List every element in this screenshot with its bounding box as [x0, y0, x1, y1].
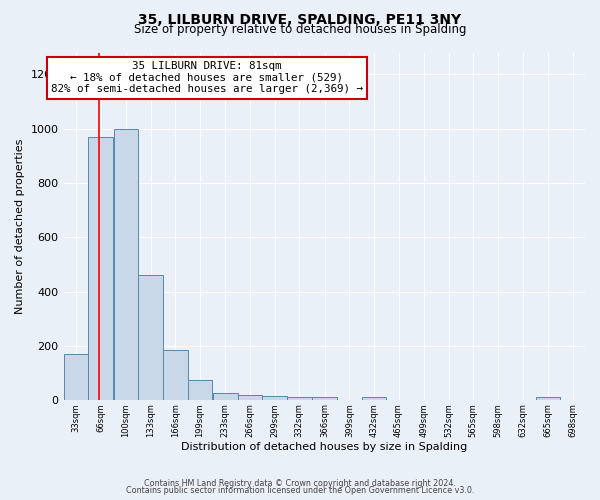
Text: Contains HM Land Registry data © Crown copyright and database right 2024.: Contains HM Land Registry data © Crown c… — [144, 478, 456, 488]
Text: Contains public sector information licensed under the Open Government Licence v3: Contains public sector information licen… — [126, 486, 474, 495]
Bar — [213, 394, 238, 400]
Bar — [64, 354, 88, 400]
Bar — [536, 398, 560, 400]
Text: 35, LILBURN DRIVE, SPALDING, PE11 3NY: 35, LILBURN DRIVE, SPALDING, PE11 3NY — [139, 12, 461, 26]
Text: Size of property relative to detached houses in Spalding: Size of property relative to detached ho… — [134, 22, 466, 36]
Bar — [113, 128, 138, 400]
Bar — [313, 398, 337, 400]
Bar — [287, 397, 311, 400]
Text: 35 LILBURN DRIVE: 81sqm
← 18% of detached houses are smaller (529)
82% of semi-d: 35 LILBURN DRIVE: 81sqm ← 18% of detache… — [51, 61, 363, 94]
Bar — [163, 350, 188, 400]
Bar — [138, 275, 163, 400]
X-axis label: Distribution of detached houses by size in Spalding: Distribution of detached houses by size … — [181, 442, 467, 452]
Bar — [188, 380, 212, 400]
Bar — [88, 136, 113, 400]
Bar — [238, 396, 262, 400]
Y-axis label: Number of detached properties: Number of detached properties — [15, 138, 25, 314]
Bar — [362, 398, 386, 400]
Bar — [262, 396, 287, 400]
